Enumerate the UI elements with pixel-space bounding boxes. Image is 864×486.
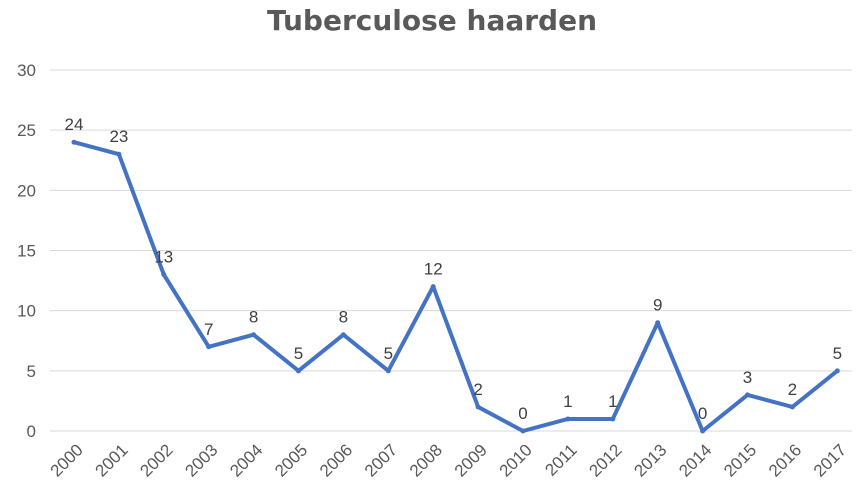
data-label: 0 [518, 404, 527, 423]
x-tick-label: 2001 [92, 440, 132, 480]
data-label: 13 [154, 248, 173, 267]
chart-title: Tuberculose haarden [266, 4, 598, 37]
x-tick-label: 2002 [136, 440, 176, 480]
data-label: 1 [608, 392, 617, 411]
y-tick-label: 30 [17, 61, 36, 80]
x-tick-label: 2007 [361, 440, 401, 480]
data-label: 5 [294, 344, 303, 363]
data-point [745, 392, 750, 398]
y-tick-label: 5 [27, 362, 36, 381]
data-labels: 24 23 13 7 8 5 8 5 12 2 0 1 1 9 0 3 2 5 [65, 115, 842, 423]
data-label: 2 [788, 380, 797, 399]
data-point [206, 344, 212, 350]
data-point [610, 416, 616, 422]
data-label: 5 [833, 344, 842, 363]
y-tick-label: 0 [27, 422, 36, 441]
data-point [116, 151, 122, 157]
data-label: 24 [65, 115, 84, 134]
data-label: 8 [339, 308, 348, 327]
series-line [72, 140, 840, 433]
data-point [565, 416, 571, 422]
data-point [700, 428, 706, 434]
data-label: 3 [743, 368, 752, 387]
x-tick-label: 2004 [226, 440, 266, 480]
x-tick-label: 2011 [541, 440, 580, 479]
data-label: 8 [249, 308, 258, 327]
data-point [475, 404, 481, 410]
data-point [520, 428, 526, 434]
y-tick-label: 25 [17, 121, 36, 140]
y-tick-label: 15 [17, 242, 36, 261]
x-tick-label: 2000 [47, 440, 87, 480]
x-tick-label: 2017 [810, 440, 850, 480]
x-axis-ticks: 2000 2001 2002 2003 2004 2005 2006 2007 2008 2009… [47, 440, 850, 480]
data-point [251, 332, 257, 338]
y-tick-label: 20 [17, 181, 36, 200]
data-point [71, 139, 77, 145]
data-point [296, 368, 301, 374]
x-tick-label: 2015 [720, 440, 760, 480]
data-point [655, 320, 661, 326]
y-tick-label: 10 [17, 302, 36, 321]
x-tick-label: 2016 [765, 440, 805, 480]
gridlines [50, 69, 852, 432]
x-tick-label: 2003 [181, 440, 221, 480]
data-label: 0 [698, 404, 707, 423]
series-layer [71, 139, 840, 434]
x-tick-label: 2008 [406, 440, 446, 480]
data-label: 1 [563, 392, 572, 411]
data-label: 9 [653, 296, 662, 315]
data-label: 5 [384, 344, 393, 363]
data-label: 7 [204, 320, 213, 339]
data-label: 2 [473, 380, 482, 399]
data-point [161, 272, 167, 278]
x-tick-label: 2014 [675, 440, 715, 480]
x-tick-label: 2009 [451, 440, 491, 480]
y-axis-ticks: 0 5 10 15 20 25 30 [17, 61, 36, 441]
data-point [385, 368, 391, 374]
x-tick-label: 2010 [496, 440, 536, 480]
data-point [834, 368, 840, 374]
data-point [340, 332, 346, 338]
data-point [430, 284, 436, 290]
data-label: 12 [424, 260, 443, 279]
x-tick-label: 2013 [630, 440, 670, 480]
x-tick-label: 2012 [585, 440, 625, 480]
data-label: 23 [109, 127, 128, 146]
x-tick-label: 2005 [271, 440, 311, 480]
data-point [789, 404, 795, 410]
x-tick-label: 2006 [316, 440, 356, 480]
